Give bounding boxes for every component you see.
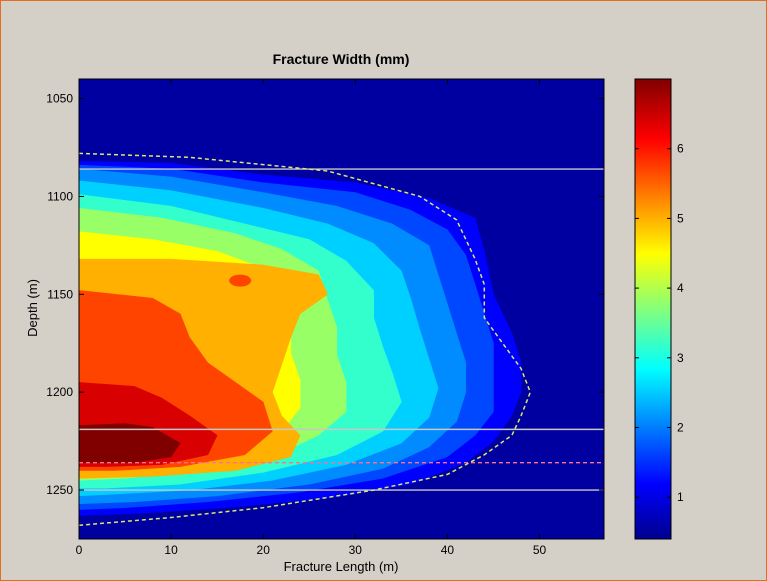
x-tick-label: 50 <box>533 543 547 557</box>
y-tick-label: 1200 <box>46 385 73 399</box>
chart-title: Fracture Width (mm) <box>273 51 410 67</box>
x-axis: 0 10 20 30 40 50 <box>76 79 547 557</box>
annotation-lines <box>79 152 604 527</box>
colorbar-tick-label: 4 <box>677 281 684 295</box>
x-tick-label: 20 <box>257 543 271 557</box>
x-tick-label: 40 <box>441 543 455 557</box>
colorbar-tick-label: 6 <box>677 142 684 156</box>
colorbar-tick-label: 1 <box>677 490 684 504</box>
x-tick-label: 0 <box>76 543 83 557</box>
contour-fills <box>79 160 522 516</box>
y-axis-label: Depth (m) <box>25 279 40 337</box>
x-tick-label: 30 <box>349 543 363 557</box>
y-axis: 1050 1100 1150 1200 1250 <box>46 92 604 497</box>
y-tick-label: 1250 <box>46 483 73 497</box>
colorbar-ticks: 1 2 3 4 5 6 <box>635 142 684 504</box>
x-axis-label: Fracture Length (m) <box>284 559 399 574</box>
colorbar-tick-label: 3 <box>677 351 684 365</box>
plot-frame <box>78 78 605 540</box>
colorbar-tick-label: 5 <box>677 211 684 225</box>
contour-level-11 <box>79 423 181 463</box>
colorbar: 1 2 3 4 5 6 <box>634 78 684 540</box>
colorbar-gradient <box>634 78 672 540</box>
x-tick-label: 10 <box>164 543 178 557</box>
y-tick-label: 1100 <box>47 189 73 203</box>
contour-island-1 <box>229 274 252 287</box>
fracture-outline <box>79 152 532 527</box>
y-tick-label: 1050 <box>46 92 73 106</box>
y-tick-label: 1150 <box>47 287 73 301</box>
colorbar-tick-label: 2 <box>677 420 684 434</box>
